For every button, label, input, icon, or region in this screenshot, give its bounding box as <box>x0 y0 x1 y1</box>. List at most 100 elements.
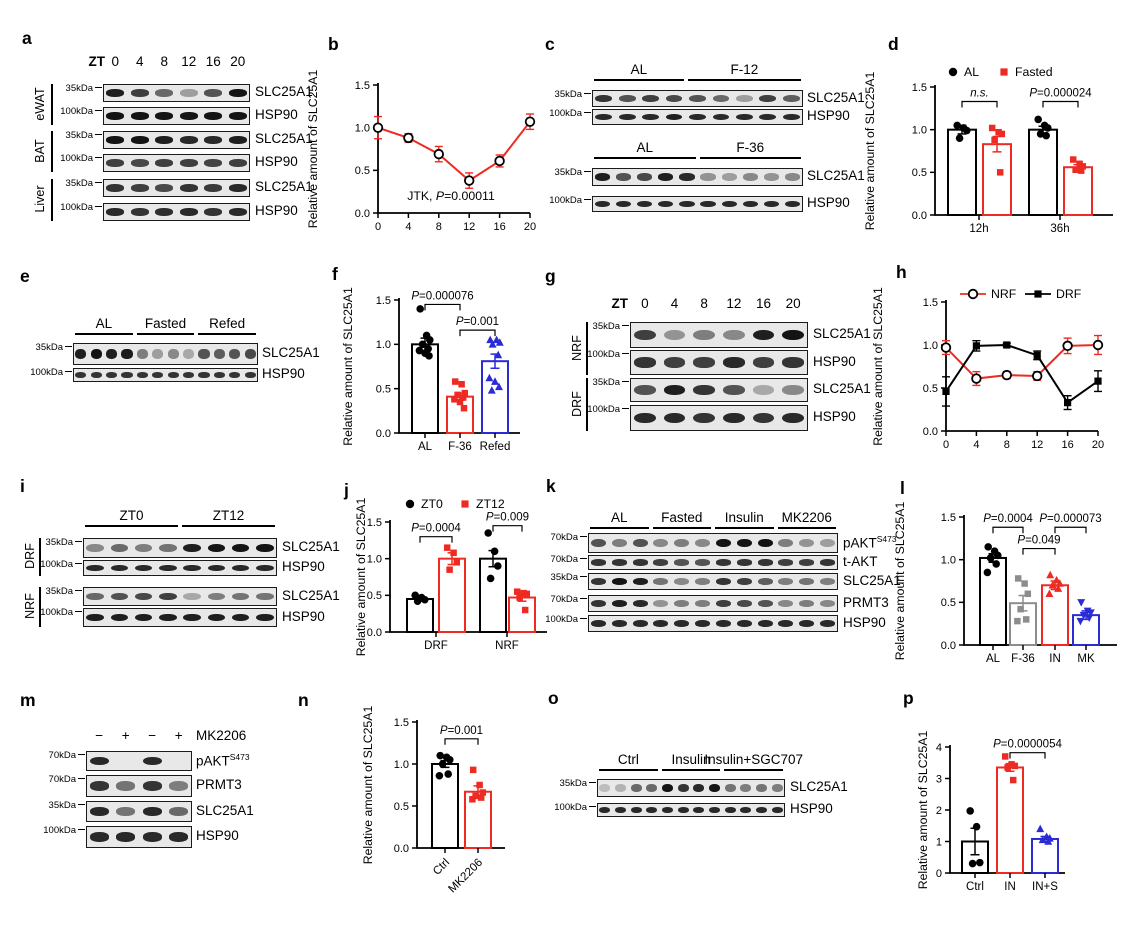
blot-box <box>592 168 803 186</box>
point-square-icon <box>996 169 1004 176</box>
blot-band <box>755 784 768 792</box>
blot-band <box>179 159 198 167</box>
sig-bracket <box>492 525 523 532</box>
blot-band <box>618 113 636 121</box>
protein-label: SLC25A1 <box>807 89 865 105</box>
blot-band <box>152 372 164 378</box>
y-axis-label: Relative amount of SLC25A1 <box>871 287 885 446</box>
lane-header-trail: MK2206 <box>196 728 247 743</box>
blot-band <box>820 599 836 608</box>
blot-band <box>757 599 773 608</box>
point-circle-open-icon <box>463 175 475 186</box>
blot-band <box>663 357 686 368</box>
mw-label: 35kDa <box>592 321 620 332</box>
blot-band <box>134 592 153 601</box>
mw-tick <box>75 563 82 565</box>
point-square-icon <box>459 394 467 401</box>
side-group-line <box>586 378 588 431</box>
group-header: F-36 <box>736 140 765 155</box>
point-circle-icon <box>968 859 977 868</box>
point-square-icon <box>1024 590 1032 598</box>
panel-letter-a: a <box>22 28 32 48</box>
point-triangle-up-icon <box>1054 584 1063 592</box>
point-square-icon <box>461 500 469 508</box>
point-circle-icon <box>953 121 961 130</box>
point-circle-icon <box>418 340 427 349</box>
blot-band <box>693 384 715 396</box>
blot-band <box>723 357 745 368</box>
blot-band <box>634 412 656 424</box>
blot-band <box>142 756 162 766</box>
protein-label: HSP90 <box>813 409 856 424</box>
group-underline <box>715 527 774 529</box>
blot-band <box>721 173 737 181</box>
blot-band <box>630 807 642 813</box>
y-tick-label: 1 <box>936 836 942 848</box>
point-circle-icon <box>425 352 433 360</box>
group-header: Fasted <box>661 510 703 525</box>
lane-header: + <box>174 728 183 743</box>
y-tick-label: 1.0 <box>367 553 382 565</box>
blot-band <box>207 564 226 572</box>
group-underline <box>652 527 711 529</box>
blot-band <box>755 807 768 813</box>
point-square-icon <box>988 124 996 132</box>
protein-label: SLC25A1 <box>282 587 340 603</box>
blot-band <box>142 781 162 791</box>
protein-label: SLC25A1 <box>255 179 313 194</box>
series-line <box>945 343 1099 405</box>
side-group-label: Liver <box>33 185 47 213</box>
point-square-icon <box>479 789 487 796</box>
blot-band <box>183 543 201 553</box>
mw-tick <box>95 182 102 184</box>
protein-label-text: pAKT <box>843 535 877 551</box>
y-tick-label: 0.0 <box>355 208 370 220</box>
protein-label: pAKTS473 <box>196 752 250 769</box>
blot-band <box>183 372 195 378</box>
point-square-icon <box>476 781 483 789</box>
mw-label: 100kDa <box>549 195 582 206</box>
y-axis-label: Relative amount of SLC25A1 <box>306 70 320 229</box>
blot-band <box>757 559 773 566</box>
point-circle-open-icon <box>494 155 505 167</box>
point-square-icon <box>1001 753 1009 760</box>
mw-tick <box>78 778 85 780</box>
point-square-icon <box>1011 762 1019 770</box>
blot-band <box>183 349 195 359</box>
mw-label: 100kDa <box>40 559 73 570</box>
blot-band <box>229 372 241 378</box>
group-header: Fasted <box>144 316 187 331</box>
lane-header-lead: ZT <box>611 296 629 311</box>
lane-header: 12 <box>181 54 197 69</box>
point-circle-icon <box>976 858 984 867</box>
lane-header: 16 <box>755 296 772 311</box>
mw-tick <box>580 558 587 560</box>
blot-box <box>592 90 803 107</box>
mw-label: 35kDa <box>592 377 620 388</box>
blot-band <box>708 784 721 792</box>
mw-label: 100kDa <box>30 367 63 378</box>
point-square-icon <box>991 136 998 144</box>
blot-band <box>155 184 174 192</box>
x-tick-label: 16 <box>1061 439 1073 451</box>
mw-tick <box>75 611 82 613</box>
blot-band <box>723 384 745 396</box>
point-triangle-down-icon <box>1086 609 1095 617</box>
blot-band <box>590 599 606 608</box>
side-group-label: DRF <box>570 390 584 417</box>
group-underline <box>590 527 649 529</box>
group-header: AL <box>636 140 653 155</box>
blot-band <box>757 619 773 628</box>
sig-label: P=0.001 <box>440 725 483 737</box>
mw-label: 35kDa <box>65 130 93 141</box>
point-circle-icon <box>438 760 447 768</box>
sig-bracket <box>424 303 461 311</box>
blot-band <box>677 784 689 792</box>
point-circle-open-icon <box>1062 340 1073 352</box>
sig-label: P=0.000024 <box>1029 88 1092 100</box>
blot-band <box>204 208 223 216</box>
blot-box <box>588 533 838 553</box>
chart-f: 0.0 0.5 1.0 1.5 Relative amount of SLC25A1 P=… <box>341 287 520 453</box>
mw-label: 35kDa <box>48 800 76 811</box>
blot-band <box>256 543 274 553</box>
